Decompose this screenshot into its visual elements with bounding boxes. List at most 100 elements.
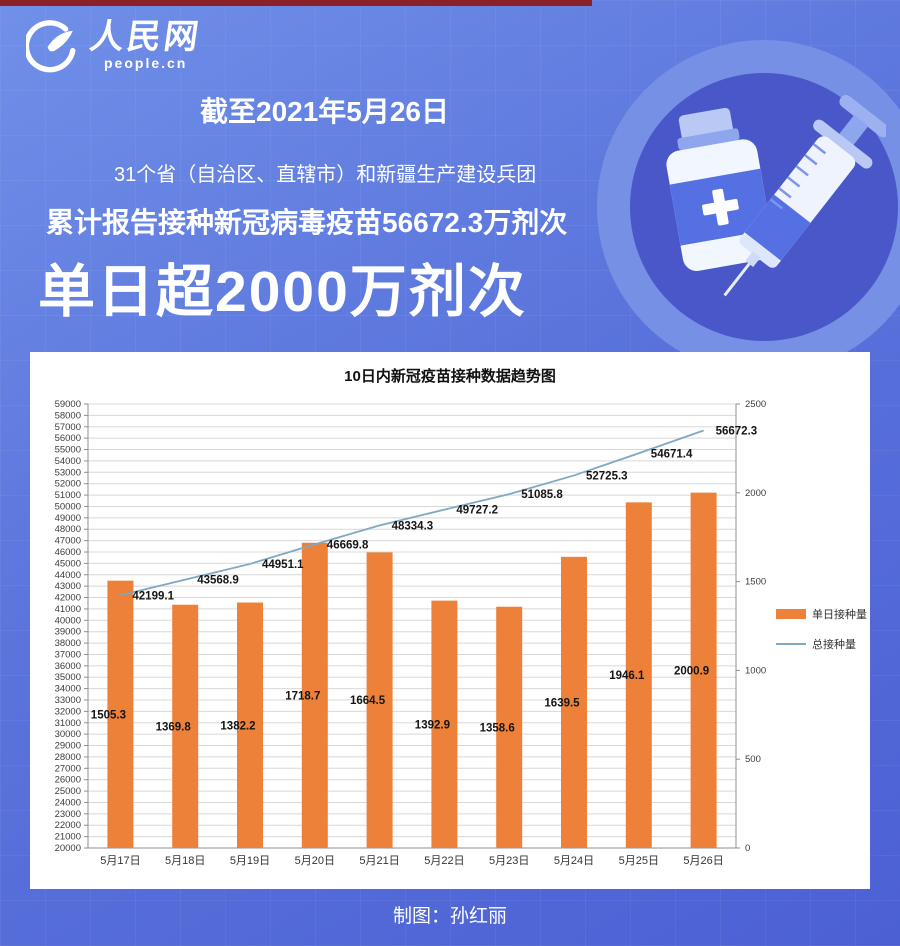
left-axis-label: 51000 <box>55 490 81 501</box>
bar-5月20日 <box>301 542 328 848</box>
bar-5月19日 <box>237 602 263 848</box>
bar-5月23日 <box>496 606 523 848</box>
left-axis-label: 40000 <box>55 615 81 626</box>
left-axis-label: 27000 <box>55 763 81 774</box>
chart-title: 10日内新冠疫苗接种数据趋势图 <box>344 368 556 385</box>
chart-panel: 10日内新冠疫苗接种数据趋势图 20000 21000 22000 23000 2400… <box>30 352 870 889</box>
cumulative-total-line: 累计报告接种新冠病毒疫苗56672.3万剂次 <box>46 207 568 238</box>
left-axis-label: 45000 <box>55 558 81 569</box>
headline: 单日超2000万剂次 <box>38 260 527 324</box>
right-axis-label: 1000 <box>745 665 766 676</box>
bar-value-label: 2000.9 <box>674 665 709 677</box>
line-value-label: 51085.8 <box>521 489 563 501</box>
bar-value-label: 1505.3 <box>91 709 126 721</box>
left-axis-label: 41000 <box>55 604 81 615</box>
left-axis-label: 35000 <box>55 672 81 683</box>
left-axis-label: 59000 <box>55 399 81 410</box>
line-value-label: 44951.1 <box>262 559 304 571</box>
left-axis-label: 21000 <box>55 832 81 843</box>
left-axis-label: 36000 <box>55 661 81 672</box>
date-badge: 截至2021年5月26日 <box>200 96 450 127</box>
bar-5月18日 <box>172 604 199 848</box>
logo-subtitle: people.cn <box>104 55 188 71</box>
left-axis-label: 23000 <box>55 809 81 820</box>
left-axis-label: 29000 <box>55 741 81 752</box>
left-axis-label: 46000 <box>55 547 81 558</box>
x-axis-label: 5月22日 <box>424 855 464 867</box>
x-axis-label: 5月19日 <box>230 855 270 867</box>
left-axis-label: 48000 <box>55 524 81 535</box>
right-axis-label: 1500 <box>745 577 766 588</box>
right-axis-label: 0 <box>745 843 750 854</box>
left-axis-label: 49000 <box>55 513 81 524</box>
left-axis-label: 58000 <box>55 410 81 421</box>
x-axis-label: 5月21日 <box>359 855 399 867</box>
bar-value-label: 1369.8 <box>156 721 192 733</box>
left-axis-label: 20000 <box>55 843 81 854</box>
bar-5月24日 <box>561 556 587 848</box>
left-axis-label: 42000 <box>55 593 81 604</box>
bar-value-label: 1382.2 <box>220 720 255 732</box>
left-axis-label: 47000 <box>55 536 81 547</box>
left-axis-label: 57000 <box>55 422 81 433</box>
x-axis-label: 5月20日 <box>295 855 335 867</box>
logo-title: 人民网 <box>87 18 204 56</box>
left-axis-label: 33000 <box>55 695 81 706</box>
legend-bar-swatch <box>776 609 806 619</box>
peoplecn-logo: 人民网 people.cn <box>26 18 204 74</box>
bar-value-label: 1639.5 <box>544 697 580 709</box>
left-axis-label: 30000 <box>55 729 81 740</box>
top-accent-strip <box>0 0 592 6</box>
left-axis-label: 31000 <box>55 718 81 729</box>
x-axis-label: 5月18日 <box>165 855 205 867</box>
bar-5月22日 <box>431 600 458 848</box>
vaccination-trend-chart: 2000021000220002300024000250002600027000… <box>55 399 867 867</box>
bar-value-label: 1664.5 <box>350 695 386 707</box>
left-axis-label: 44000 <box>55 570 81 581</box>
region-line: 31个省（自治区、直辖市）和新疆生产建设兵团 <box>114 164 537 186</box>
x-axis-label: 5月25日 <box>619 855 659 867</box>
legend-line-label: 总接种量 <box>812 637 856 651</box>
left-axis-label: 43000 <box>55 581 81 592</box>
x-axis-label: 5月26日 <box>683 855 723 867</box>
x-axis-label: 5月17日 <box>100 855 140 867</box>
line-value-label: 42199.1 <box>132 590 174 602</box>
left-axis-label: 56000 <box>55 433 81 444</box>
bar-value-label: 1358.6 <box>480 722 515 734</box>
bar-value-label: 1718.7 <box>285 690 320 702</box>
right-axis-label: 2000 <box>745 488 766 499</box>
x-axis-label: 5月24日 <box>554 855 594 867</box>
syringe-icon <box>723 94 886 297</box>
left-axis-label: 37000 <box>55 649 81 660</box>
total-line <box>120 429 704 597</box>
left-axis-label: 55000 <box>55 445 81 456</box>
left-axis-label: 32000 <box>55 706 81 717</box>
left-axis-label: 22000 <box>55 820 81 831</box>
x-axis-label: 5月23日 <box>489 855 529 867</box>
right-axis-label: 2500 <box>745 399 766 410</box>
line-value-label: 52725.3 <box>586 470 628 482</box>
left-axis-label: 52000 <box>55 479 81 490</box>
left-axis-label: 50000 <box>55 501 81 512</box>
bar-5月17日 <box>107 580 134 848</box>
line-value-label: 54671.4 <box>651 448 693 460</box>
left-axis-label: 25000 <box>55 786 81 797</box>
line-value-label: 46669.8 <box>327 539 369 551</box>
left-axis-label: 53000 <box>55 467 81 478</box>
line-value-label: 43568.9 <box>197 575 239 587</box>
line-value-label: 49727.2 <box>456 505 498 517</box>
left-axis-label: 39000 <box>55 627 81 638</box>
peoplecn-logo-icon <box>26 20 76 73</box>
vaccine-illustration <box>666 94 886 297</box>
hero-banner <box>0 0 900 352</box>
bar-value-label: 1946.1 <box>609 670 645 682</box>
left-axis-label: 34000 <box>55 684 81 695</box>
bar-value-label: 1392.9 <box>415 719 450 731</box>
left-axis-label: 38000 <box>55 638 81 649</box>
bar-5月21日 <box>366 552 393 848</box>
left-axis-label: 26000 <box>55 775 81 786</box>
legend-bar-label: 单日接种量 <box>812 607 867 621</box>
right-axis-label: 500 <box>745 754 761 765</box>
line-value-label: 48334.3 <box>392 520 434 532</box>
